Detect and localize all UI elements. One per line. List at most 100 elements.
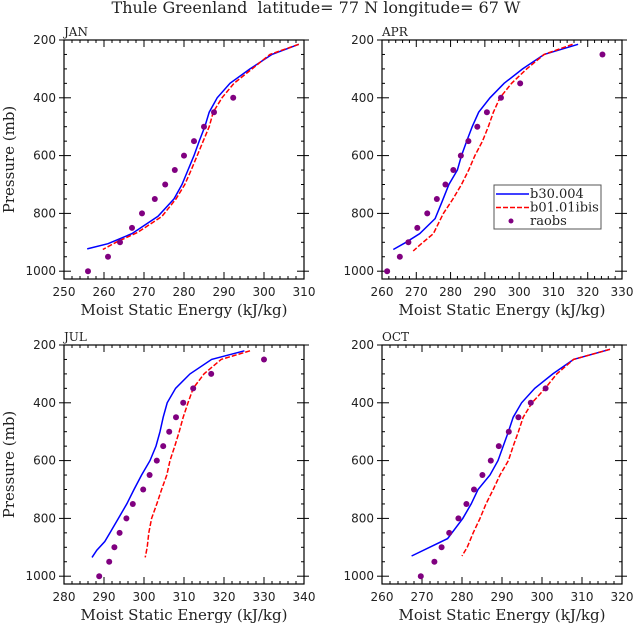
y-axis-label: Pressure (mb) [0,411,18,519]
raob-marker [433,195,440,202]
figure-title: Thule Greenland latitude= 77 N longitude… [112,0,521,17]
raob-marker [180,399,187,406]
x-tick-label: 300 [133,590,156,604]
raob-marker [424,210,431,217]
raob-marker [446,529,453,536]
x-tick-label: 250 [53,285,76,299]
y-tick-label: 200 [33,338,56,352]
raob-marker [146,472,153,479]
raob-marker [384,268,391,275]
series-line-b30-004 [87,43,300,250]
y-tick-label: 800 [351,511,374,525]
raob-marker [465,138,472,145]
x-tick-label: 280 [439,285,462,299]
raob-marker [438,544,445,551]
y-tick-label: 400 [351,91,374,105]
panel-label: JAN [62,25,88,39]
raob-marker [450,167,457,174]
x-axis-label: Moist Static Energy (kJ/kg) [399,606,606,624]
raob-marker [527,399,534,406]
raob-marker [463,500,470,507]
raob-marker [431,558,438,565]
raob-marker [171,167,178,174]
y-tick-label: 800 [33,206,56,220]
raob-marker [230,94,237,101]
y-tick-label: 800 [351,206,374,220]
x-tick-label: 310 [293,285,316,299]
raob-marker [505,428,512,435]
raob-marker [542,385,549,392]
x-tick-label: 310 [542,285,565,299]
raob-marker [129,500,136,507]
y-axis-label: Pressure (mb) [0,106,18,214]
x-tick-label: 330 [253,590,276,604]
plot-area [384,43,606,275]
panel-jul: JUL 280 290 300 310 320 330 340 200 400 600 800 1000… [0,330,315,624]
raob-marker [261,356,267,363]
y-tick-label: 1000 [343,264,374,278]
plot-area [85,43,300,275]
legend-marker [508,218,514,224]
panel-jan: JAN 250 260 270 280 290 300 310 200 400 600 800 1000… [0,25,315,319]
plot-frame [381,344,623,585]
raob-marker [497,94,504,101]
panel-label: OCT [382,330,409,344]
raob-marker [474,123,481,130]
raob-marker [139,210,145,217]
y-tick-label: 400 [351,396,374,410]
x-axis-label: Moist Static Energy (kJ/kg) [81,301,288,319]
x-tick-label: 290 [213,285,236,299]
y-tick-label: 200 [33,33,56,47]
raob-marker [208,370,215,377]
raob-marker [201,123,207,130]
x-tick-label: 280 [451,590,474,604]
series-line-b30-004 [91,350,245,558]
x-tick-label: 320 [213,590,236,604]
raob-marker [495,443,502,450]
x-tick-label: 320 [611,590,633,604]
raob-marker [191,138,197,145]
legend-label: b01.01ibis [530,201,599,216]
panel-label: APR [381,25,409,39]
y-tick-label: 400 [33,396,56,410]
plot-frame [381,39,623,280]
x-tick-label: 320 [576,285,599,299]
x-tick-label: 310 [571,590,594,604]
raob-marker [116,529,123,536]
y-tick-label: 600 [351,454,374,468]
raob-marker [487,457,494,464]
raob-marker [211,109,217,116]
raob-marker [85,268,91,275]
x-tick-label: 340 [293,590,316,604]
plot-area [411,348,611,580]
x-tick-label: 260 [371,285,394,299]
y-tick-label: 1000 [25,569,56,583]
x-tick-label: 270 [133,285,156,299]
x-tick-label: 280 [173,285,196,299]
y-tick-label: 1000 [25,264,56,278]
x-tick-label: 330 [611,285,633,299]
series-line-b30-004 [392,43,579,251]
raob-marker [181,152,187,159]
x-tick-label: 310 [173,590,196,604]
raob-marker [117,239,123,246]
x-tick-label: 270 [411,590,434,604]
raob-marker [153,457,160,464]
raob-marker [457,152,464,159]
y-tick-label: 600 [33,149,56,163]
raob-marker [123,515,130,522]
x-tick-label: 300 [253,285,276,299]
x-tick-label: 290 [491,590,514,604]
raob-marker [140,486,147,493]
raob-marker [599,51,606,58]
x-tick-label: 300 [531,590,554,604]
y-tick-label: 200 [351,338,374,352]
raob-marker [417,573,424,580]
x-axis-label: Moist Static Energy (kJ/kg) [399,301,606,319]
panel-apr: APR 260 270 280 290 300 310 320 330 200 400 600 800 1… [343,25,633,319]
plot-frame [63,39,305,280]
raob-marker [405,239,412,246]
x-tick-label: 290 [473,285,496,299]
